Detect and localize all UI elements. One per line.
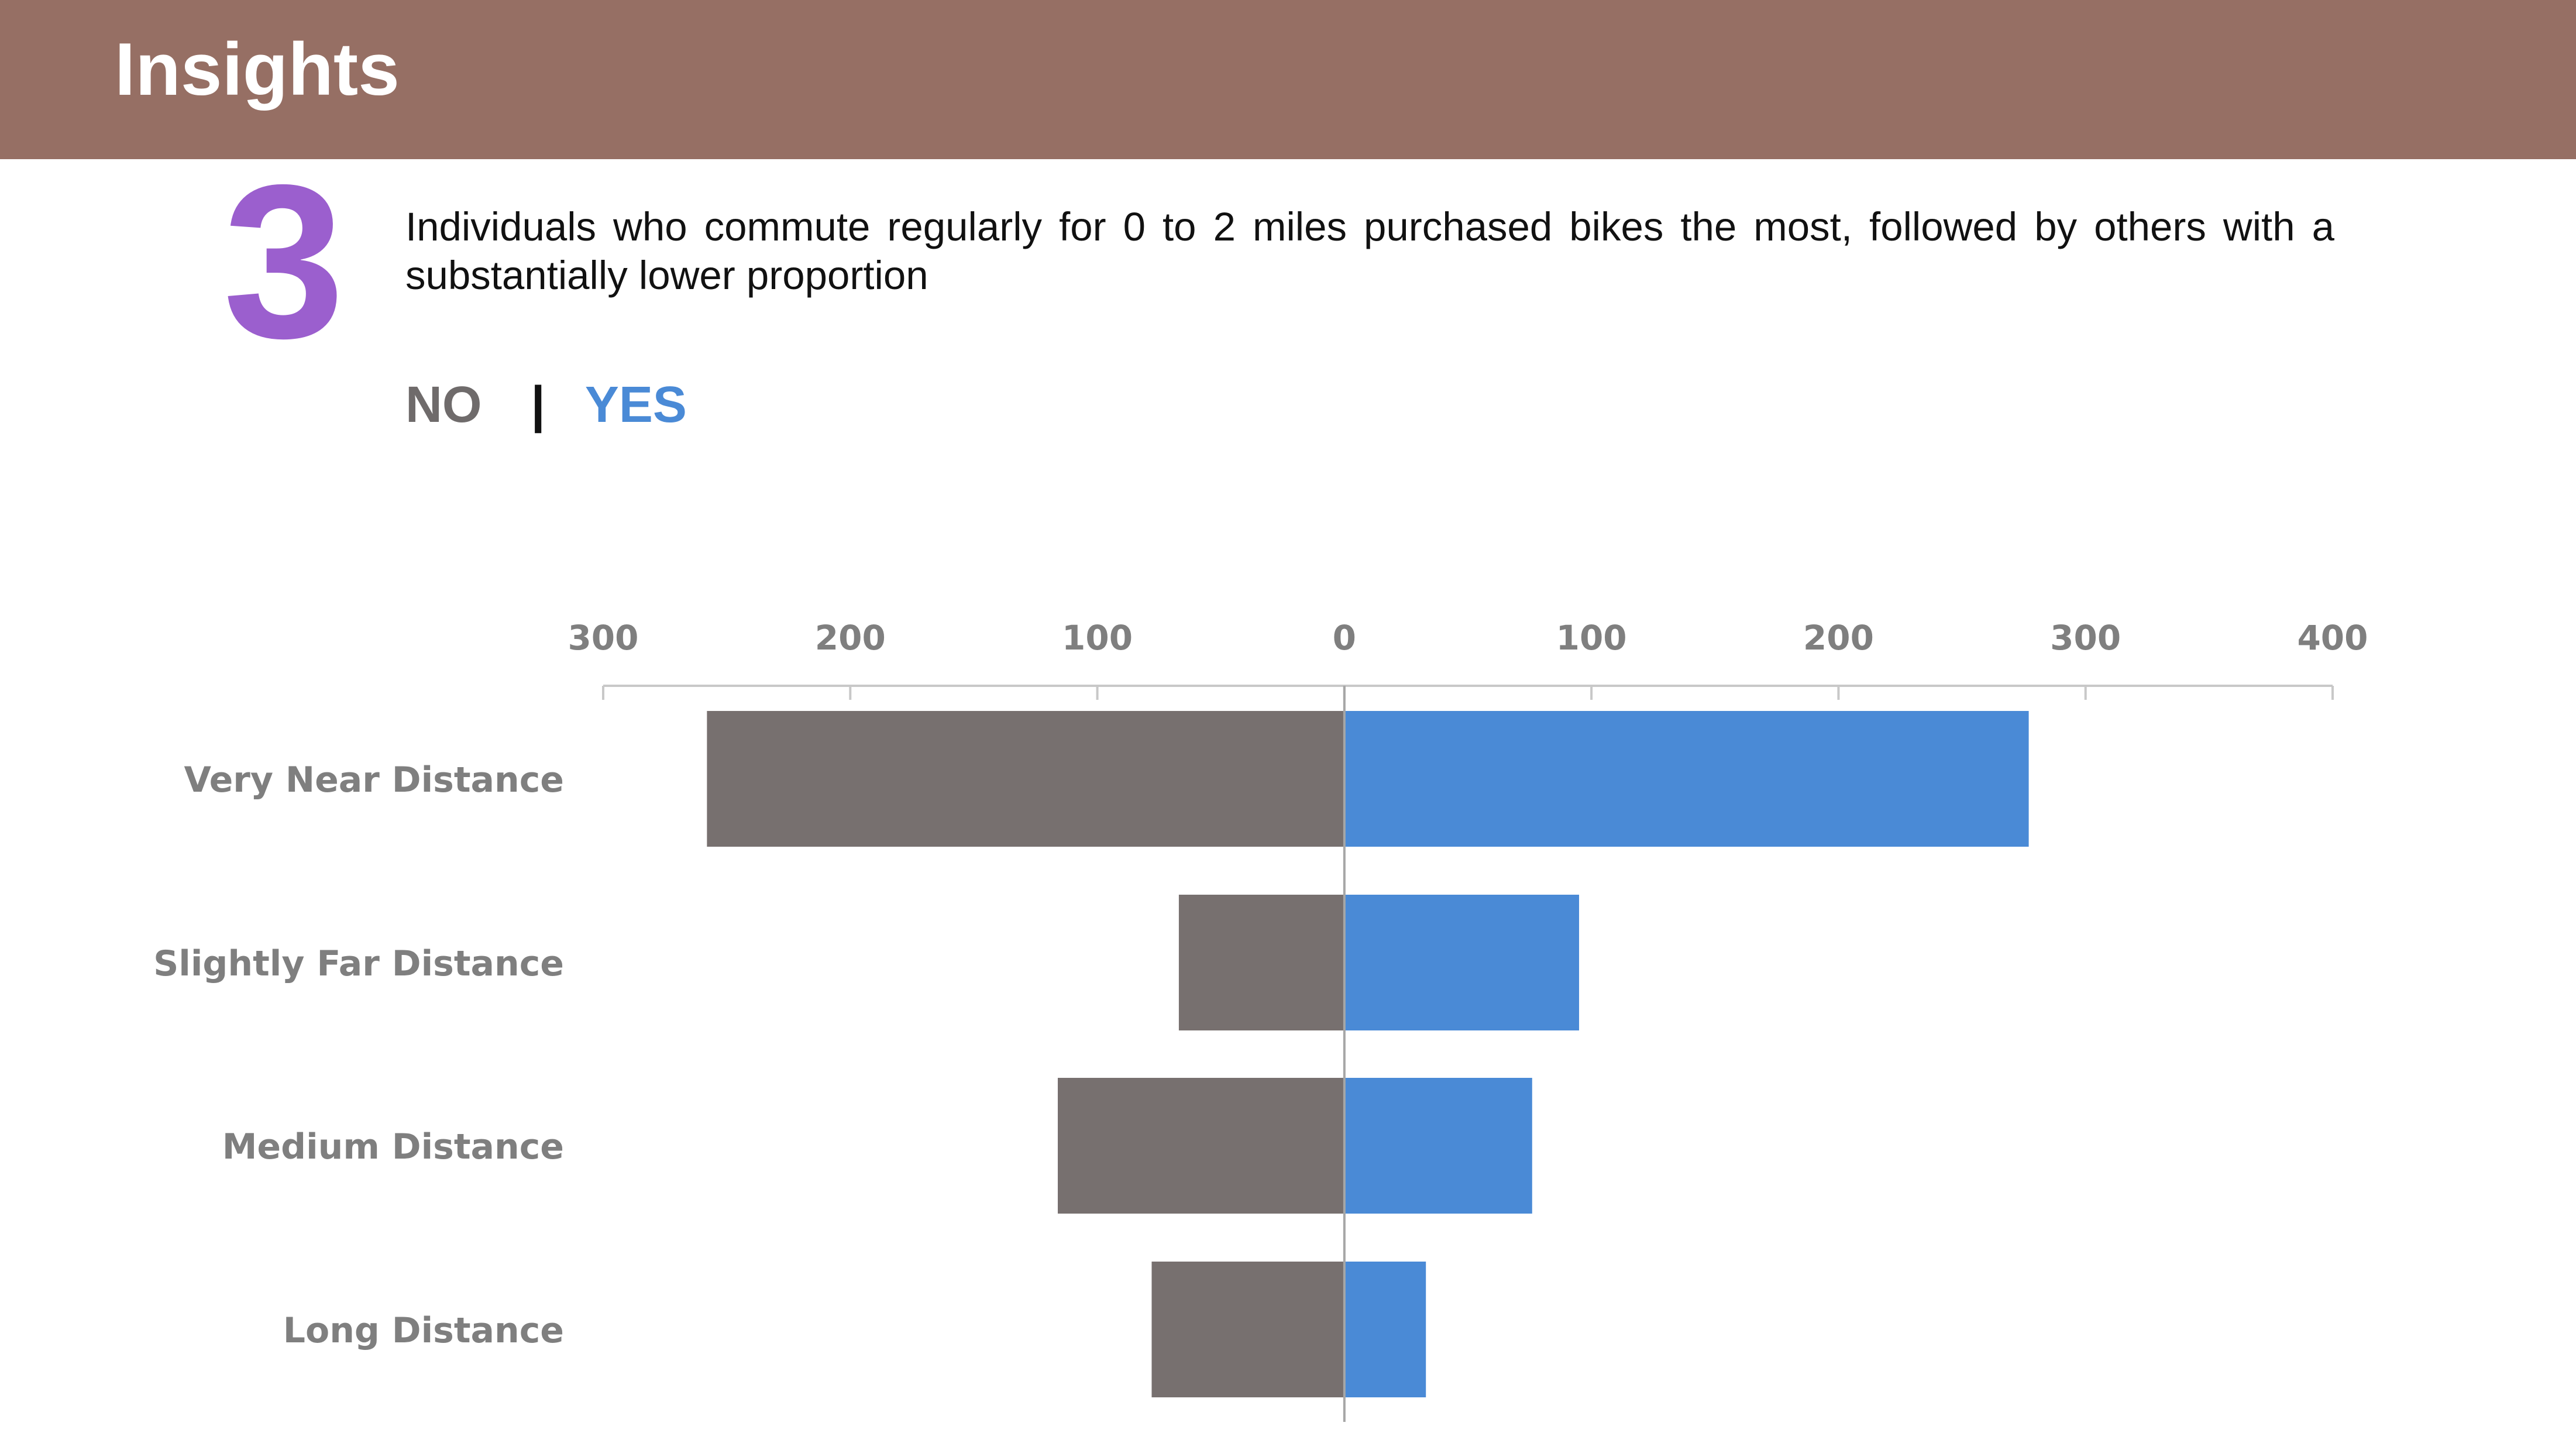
category-label: Medium Distance (222, 1126, 564, 1167)
category-label: Slightly Far Distance (153, 943, 564, 984)
bar-yes (1344, 1262, 1426, 1397)
insight-text: Individuals who commute regularly for 0 … (405, 204, 2334, 298)
header-bar: Insights (0, 0, 2576, 159)
category-label: Very Near Distance (184, 760, 564, 800)
bar-no (1178, 895, 1344, 1030)
x-tick-label: 0 (1333, 618, 1356, 658)
page-title: Insights (115, 28, 400, 111)
bar-no (1151, 1262, 1344, 1397)
x-tick-label: 100 (1062, 618, 1133, 658)
x-tick-label: 200 (815, 618, 886, 658)
x-tick-label: 400 (2297, 618, 2368, 658)
bar-yes (1344, 1078, 1532, 1214)
insight-number: 3 (223, 139, 345, 384)
legend-no-label: NO (405, 376, 482, 433)
legend-separator: | (531, 376, 545, 433)
chart-legend: NO | YES (405, 379, 687, 430)
bar-no (707, 711, 1344, 847)
x-tick-label: 300 (568, 618, 638, 658)
category-label: Long Distance (283, 1310, 564, 1351)
bar-no (1058, 1078, 1344, 1214)
x-tick-label: 200 (1803, 618, 1874, 658)
bar-yes (1344, 711, 2029, 847)
bar-yes (1344, 895, 1580, 1030)
x-tick-label: 100 (1556, 618, 1627, 658)
legend-yes-label: YES (584, 376, 687, 433)
x-tick-label: 300 (2050, 618, 2121, 658)
